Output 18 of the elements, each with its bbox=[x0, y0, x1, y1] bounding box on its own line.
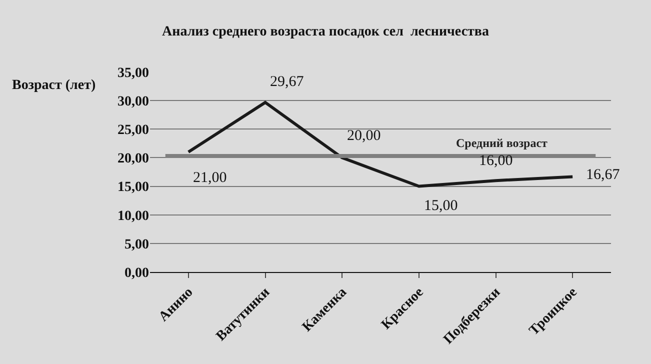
chart-title: Анализ среднего возраста посадок сел лесничества bbox=[162, 24, 489, 40]
data-label: 15,00 bbox=[424, 198, 458, 214]
y-tick-label: 30,00 bbox=[118, 94, 149, 110]
ref-line-label: Средний возраст bbox=[456, 136, 548, 150]
data-label: 16,00 bbox=[479, 153, 513, 169]
line-series bbox=[186, 100, 574, 188]
y-tick-label: 35,00 bbox=[118, 66, 149, 81]
y-axis-title: Возраст (лет) bbox=[12, 78, 96, 93]
data-label: 21,00 bbox=[193, 170, 227, 186]
data-label: 16,67 bbox=[586, 167, 620, 183]
y-tick-label: 20,00 bbox=[118, 152, 149, 167]
data-label: 29,67 bbox=[270, 74, 304, 90]
y-tick-label: 25,00 bbox=[118, 123, 149, 138]
y-tick-label: 10,00 bbox=[118, 208, 149, 224]
y-tick-label: 15,00 bbox=[118, 180, 149, 196]
y-tick-label: 5,00 bbox=[124, 237, 149, 252]
y-tick-label: 0,00 bbox=[124, 266, 149, 281]
data-label: 20,00 bbox=[347, 128, 381, 144]
